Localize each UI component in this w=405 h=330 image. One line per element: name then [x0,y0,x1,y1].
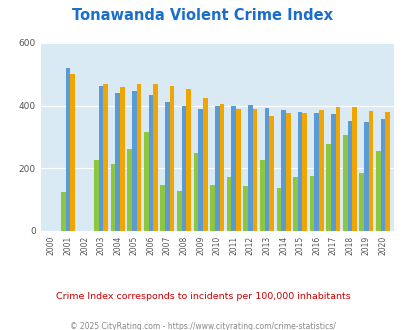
Bar [148,95,153,231]
Bar [264,108,269,231]
Bar [335,107,339,231]
Bar [281,110,285,231]
Bar [153,84,158,231]
Bar [160,184,165,231]
Bar [351,107,356,231]
Bar [169,86,174,231]
Bar [219,104,224,231]
Bar [252,109,257,231]
Bar [358,173,363,231]
Bar [380,119,384,231]
Bar [375,151,380,231]
Bar [302,113,306,231]
Bar [193,153,198,231]
Bar [214,106,219,231]
Bar [127,149,132,231]
Bar [285,113,290,231]
Bar [384,113,389,231]
Bar [202,98,207,231]
Bar [132,91,136,231]
Text: Tonawanda Violent Crime Index: Tonawanda Violent Crime Index [72,8,333,23]
Bar [165,103,169,231]
Bar [247,105,252,231]
Bar [226,177,231,231]
Bar [326,144,330,231]
Bar [313,114,318,231]
Bar [292,177,297,231]
Bar [342,135,347,231]
Bar [297,113,302,231]
Bar [231,106,236,231]
Bar [98,86,103,231]
Bar [177,191,181,231]
Bar [309,176,313,231]
Bar [181,106,186,231]
Bar [269,116,273,231]
Bar [143,132,148,231]
Bar [103,84,108,231]
Text: Crime Index corresponds to incidents per 100,000 inhabitants: Crime Index corresponds to incidents per… [55,292,350,301]
Bar [259,160,264,231]
Bar [363,122,368,231]
Bar [198,109,202,231]
Bar [243,185,247,231]
Bar [120,87,124,231]
Bar [210,184,214,231]
Bar [94,159,98,231]
Bar [186,89,190,231]
Bar [136,84,141,231]
Bar [115,93,120,231]
Bar [111,164,115,231]
Bar [276,188,281,231]
Bar [66,68,70,231]
Bar [236,109,240,231]
Bar [330,115,335,231]
Bar [318,110,323,231]
Bar [347,121,351,231]
Bar [61,192,66,231]
Text: © 2025 CityRating.com - https://www.cityrating.com/crime-statistics/: © 2025 CityRating.com - https://www.city… [70,322,335,330]
Bar [368,111,373,231]
Bar [70,74,75,231]
